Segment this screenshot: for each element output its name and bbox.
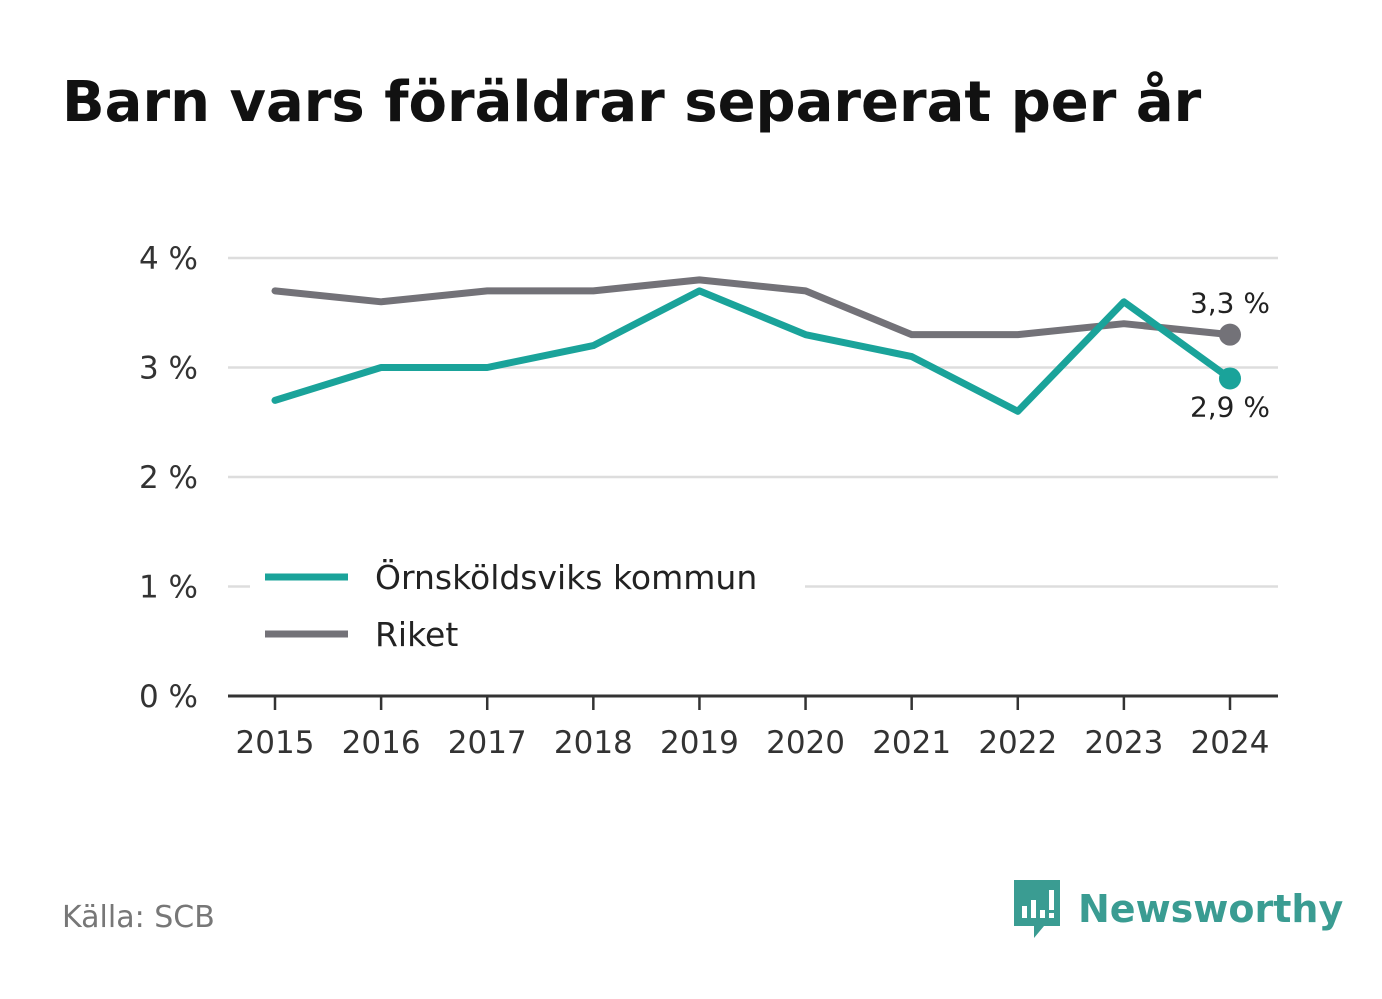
brand-name: Newsworthy	[1078, 887, 1344, 931]
source-note: Källa: SCB	[62, 900, 215, 935]
x-tick-label: 2021	[872, 725, 951, 761]
series-line-kommun	[271, 287, 1234, 415]
x-tick-label: 2024	[1191, 725, 1270, 761]
x-axis: 2015 2016 2017 2018 2019 2020 2021 2022 2023 2024	[228, 694, 1278, 761]
legend-label-riket: Riket	[375, 615, 458, 654]
x-tick-label: 2018	[554, 725, 633, 761]
x-tick-label: 2016	[342, 725, 421, 761]
series	[271, 276, 1241, 415]
chart-title: Barn vars föräldrar separerat per år	[62, 70, 1202, 135]
y-tick-label: 2 %	[139, 460, 198, 496]
y-axis-ticks: 0 % 1 % 2 % 3 % 4 %	[139, 241, 198, 715]
x-tick-label: 2015	[236, 725, 315, 761]
newsworthy-logo-icon	[1014, 880, 1060, 938]
legend-label-kommun: Örnsköldsviks kommun	[375, 557, 757, 597]
y-tick-label: 4 %	[139, 241, 198, 277]
x-tick-label: 2020	[766, 725, 845, 761]
end-label-riket: 3,3 %	[1190, 287, 1270, 320]
x-tick-label: 2022	[978, 725, 1057, 761]
series-line-riket	[271, 276, 1234, 339]
y-tick-label: 1 %	[139, 570, 198, 606]
legend: Örnsköldsviks kommun Riket	[250, 545, 805, 665]
end-point-kommun	[1219, 367, 1241, 390]
end-point-riket	[1219, 323, 1241, 346]
y-tick-label: 0 %	[139, 679, 198, 715]
legend-background	[250, 545, 805, 665]
x-tick-label: 2017	[448, 725, 527, 761]
x-tick-label: 2019	[660, 725, 739, 761]
y-tick-label: 3 %	[139, 351, 198, 387]
brand-logo: Newsworthy	[1012, 878, 1343, 940]
x-tick-label: 2023	[1084, 725, 1163, 761]
end-label-kommun: 2,9 %	[1190, 390, 1270, 423]
